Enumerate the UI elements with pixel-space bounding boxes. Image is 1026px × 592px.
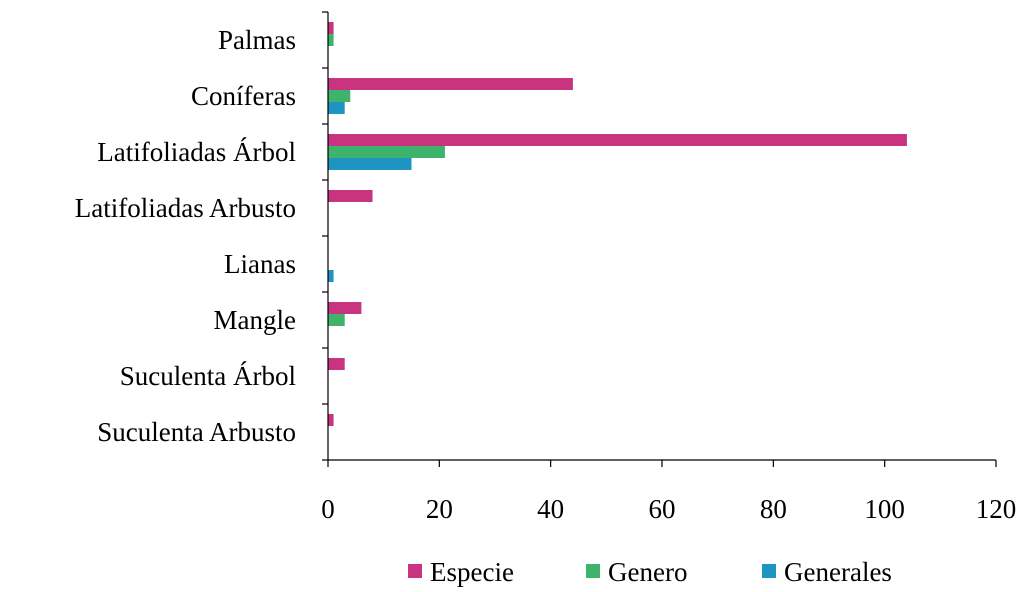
bar-especie [328, 78, 573, 90]
bar-especie [328, 134, 907, 146]
legend-label-genero: Genero [608, 557, 687, 587]
x-tick-label: 120 [976, 494, 1017, 524]
x-tick-label: 0 [321, 494, 335, 524]
legend-swatch-genero [586, 564, 600, 578]
category-label: Lianas [224, 249, 296, 279]
category-label: Palmas [218, 25, 296, 55]
bar-generales [328, 102, 345, 114]
bar-especie [328, 358, 345, 370]
bar-especie [328, 302, 362, 314]
bars [328, 22, 907, 426]
bar-especie [328, 414, 334, 426]
category-label: Latifoliadas Arbusto [75, 193, 296, 223]
bar-especie [328, 22, 334, 34]
category-label: Suculenta Árbol [120, 361, 296, 391]
category-label: Latifoliadas Árbol [97, 137, 296, 167]
legend-swatch-especie [408, 564, 422, 578]
legend-label-generales: Generales [784, 557, 892, 587]
category-labels: Palmas Coníferas Latifoliadas Árbol Latifol… [75, 25, 296, 447]
category-label: Suculenta Arbusto [97, 417, 296, 447]
category-label: Mangle [214, 305, 296, 335]
x-tick-label: 40 [537, 494, 564, 524]
legend: Especie Genero Generales [408, 557, 892, 587]
x-axis-ticks: 0 20 40 60 80 100 120 [321, 460, 1016, 524]
x-tick-label: 20 [426, 494, 453, 524]
bar-genero [328, 90, 351, 102]
bar-genero [328, 314, 345, 326]
bar-generales [328, 270, 334, 282]
x-tick-label: 100 [864, 494, 905, 524]
bar-generales [328, 158, 412, 170]
bar-genero [328, 146, 445, 158]
x-tick-label: 80 [760, 494, 787, 524]
legend-swatch-generales [762, 564, 776, 578]
bar-genero [328, 34, 334, 46]
category-label: Coníferas [191, 81, 296, 111]
x-tick-label: 60 [649, 494, 676, 524]
legend-label-especie: Especie [430, 557, 514, 587]
bar-especie [328, 190, 373, 202]
